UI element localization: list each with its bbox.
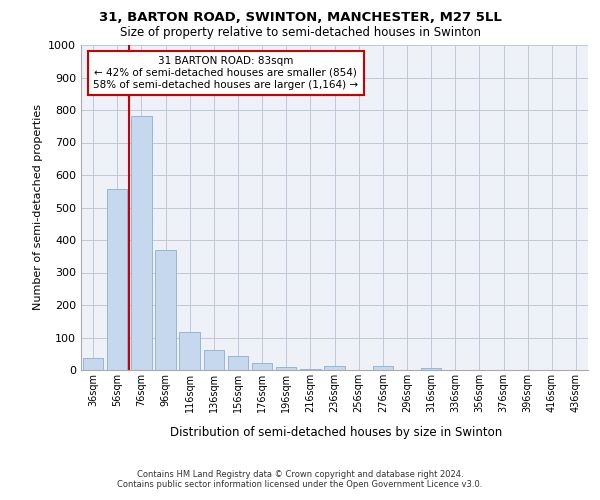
Text: Size of property relative to semi-detached houses in Swinton: Size of property relative to semi-detach… <box>119 26 481 39</box>
Text: Distribution of semi-detached houses by size in Swinton: Distribution of semi-detached houses by … <box>170 426 502 439</box>
Text: Contains HM Land Registry data © Crown copyright and database right 2024.
Contai: Contains HM Land Registry data © Crown c… <box>118 470 482 489</box>
Bar <box>421 368 442 370</box>
Bar <box>203 350 224 370</box>
Bar <box>107 189 127 370</box>
Bar <box>276 368 296 370</box>
Text: 31 BARTON ROAD: 83sqm
← 42% of semi-detached houses are smaller (854)
58% of sem: 31 BARTON ROAD: 83sqm ← 42% of semi-deta… <box>93 56 358 90</box>
Bar <box>373 366 393 370</box>
Y-axis label: Number of semi-detached properties: Number of semi-detached properties <box>32 104 43 310</box>
Bar <box>252 363 272 370</box>
Bar <box>83 358 103 370</box>
Bar <box>300 369 320 370</box>
Bar <box>324 366 345 370</box>
Text: 31, BARTON ROAD, SWINTON, MANCHESTER, M27 5LL: 31, BARTON ROAD, SWINTON, MANCHESTER, M2… <box>98 11 502 24</box>
Bar <box>155 250 176 370</box>
Bar <box>227 356 248 370</box>
Bar <box>131 116 152 370</box>
Bar <box>179 332 200 370</box>
